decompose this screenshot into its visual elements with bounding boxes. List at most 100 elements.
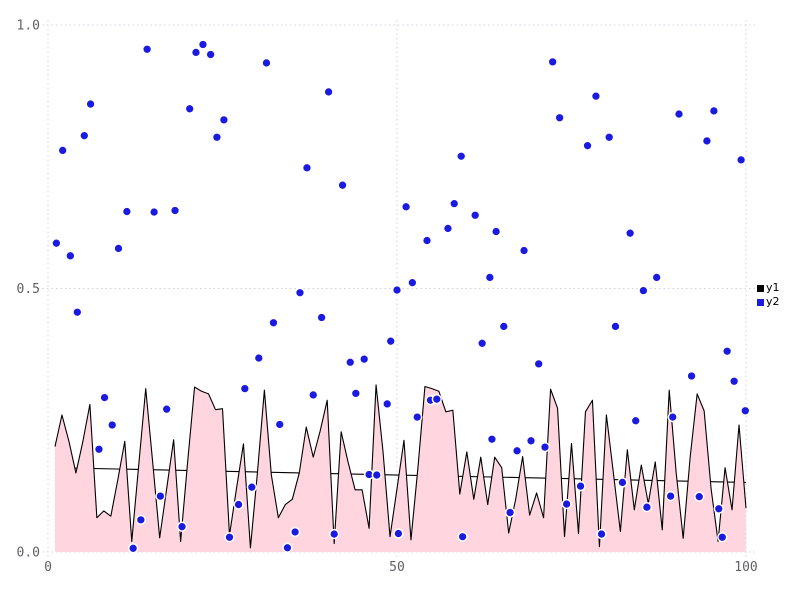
scatter-point	[442, 223, 454, 234]
scatter-point	[673, 108, 685, 120]
scatter-point	[274, 419, 285, 430]
scatter-point	[224, 532, 235, 543]
scatter-point	[382, 398, 393, 410]
scatter-point	[722, 346, 733, 357]
scatter-point	[641, 502, 653, 513]
scatter-point	[735, 154, 747, 166]
scatter-point	[421, 235, 433, 246]
scatter-point	[385, 336, 396, 347]
scatter-point	[667, 411, 678, 423]
scatter-point	[554, 112, 565, 123]
scatter-point	[582, 140, 593, 151]
scatter-point	[246, 482, 257, 493]
scatter-point	[211, 132, 223, 143]
legend-label-y1: y1	[766, 281, 780, 294]
scatter-point	[547, 56, 558, 68]
scatter-point	[470, 210, 481, 221]
scatter-point	[740, 405, 751, 416]
x-tick-label: 100	[734, 560, 757, 575]
y-tick-label: 1.0	[17, 19, 40, 34]
scatter-point	[190, 47, 202, 58]
scatter-point	[261, 57, 272, 69]
scatter-point	[518, 245, 530, 256]
scatter-point	[393, 528, 404, 539]
scatter-point	[107, 419, 118, 431]
scatter-point	[477, 338, 488, 349]
scatter-point	[93, 444, 105, 455]
scatter-point	[701, 135, 713, 147]
scatter-point	[457, 531, 468, 542]
scatter-point	[486, 434, 498, 445]
scatter-point	[99, 392, 110, 403]
scatter-point	[155, 490, 166, 502]
scatter-point	[391, 284, 403, 296]
scatter-point	[533, 358, 544, 370]
scatter-point	[484, 272, 495, 283]
scatter-point	[504, 507, 516, 518]
scatter-point	[561, 498, 572, 510]
scatter-point	[176, 521, 188, 532]
scatter-point	[79, 130, 90, 141]
scatter-point	[205, 49, 216, 60]
scatter-point	[289, 526, 301, 538]
scatter-point	[121, 206, 133, 217]
scatter-point	[141, 44, 153, 55]
scatter-point	[218, 114, 230, 126]
scatter-point	[169, 205, 181, 216]
legend-item-y1: y1	[757, 281, 780, 295]
y-tick-label: 0.5	[17, 282, 40, 297]
scatter-point	[617, 477, 628, 488]
scatter-point	[431, 394, 442, 405]
scatter-point	[728, 376, 740, 387]
scatter-point	[407, 277, 418, 288]
y-tick-label: 0.0	[17, 546, 40, 561]
scatter-point	[575, 480, 586, 492]
scatter-point	[539, 441, 551, 453]
scatter-point	[624, 228, 636, 239]
scatter-point	[329, 528, 340, 540]
scatter-point	[490, 226, 502, 237]
area-series-line	[54, 384, 747, 549]
scatter-point	[371, 469, 382, 481]
legend-item-y2: y2	[757, 295, 780, 309]
scatter-point	[412, 411, 423, 423]
scatter-point	[525, 435, 537, 446]
scatter-point	[359, 353, 370, 365]
scatter-point	[665, 490, 676, 502]
scatter-point	[717, 532, 728, 543]
scatter-point	[456, 151, 467, 162]
scatter-point	[148, 206, 160, 218]
scatter-point	[350, 388, 361, 399]
scatter-point	[630, 415, 641, 426]
x-tick-label: 0	[44, 560, 52, 575]
scatter-point	[511, 445, 523, 456]
scatter-point	[282, 542, 293, 553]
scatter-point	[161, 404, 172, 415]
scatter-point	[308, 389, 319, 401]
legend-swatch-y2	[757, 298, 764, 306]
scatter-point	[604, 132, 615, 143]
scatter-point	[294, 287, 306, 298]
legend-swatch-y1	[757, 284, 764, 292]
scatter-point	[449, 198, 460, 209]
scatter-point	[345, 357, 356, 368]
scatter-point	[694, 491, 705, 502]
legend: y1 y2	[757, 281, 780, 309]
scatter-point	[268, 317, 279, 328]
scatter-point	[610, 321, 621, 332]
scatter-point	[253, 352, 264, 364]
scatter-point	[184, 103, 195, 114]
scatter-point	[301, 162, 313, 173]
scatter-point	[651, 272, 662, 283]
scatter-point	[65, 250, 76, 261]
scatter-point	[135, 514, 146, 526]
scatter-point	[233, 499, 244, 510]
scatter-point	[57, 145, 68, 156]
x-tick-label: 50	[389, 560, 405, 575]
scatter-point	[51, 238, 62, 249]
scatter-point	[113, 243, 124, 254]
scatter-point	[316, 312, 327, 323]
scatter-point	[323, 86, 334, 98]
